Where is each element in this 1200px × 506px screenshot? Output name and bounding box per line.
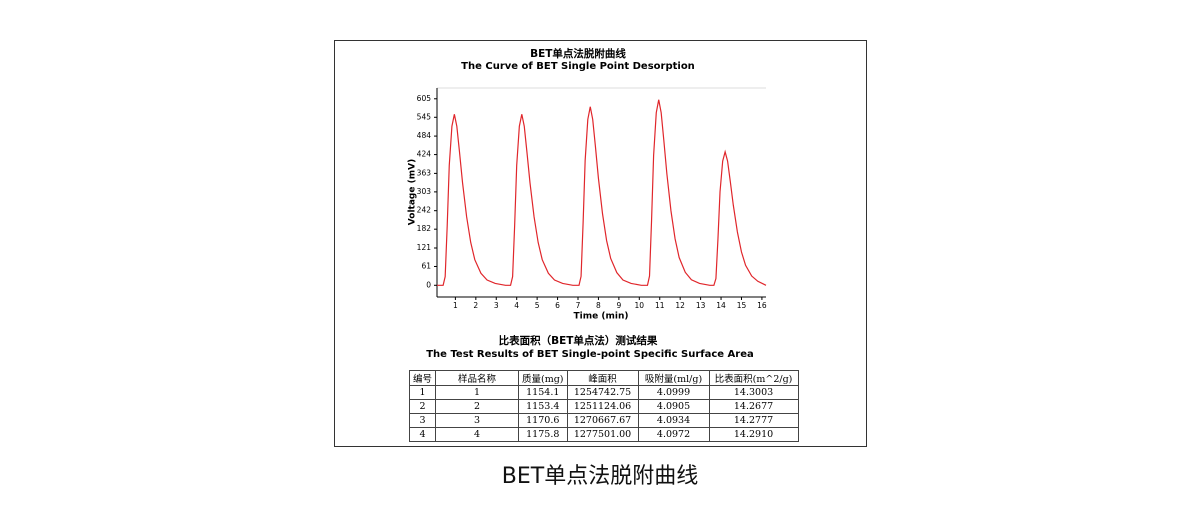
x-tick-label: 9 — [616, 301, 621, 310]
table-row: 1 1 1154.1 1254742.75 4.0999 14.3003 — [408, 385, 799, 400]
table-cell: 4.0905 — [637, 399, 710, 414]
table-cell: 4.0934 — [637, 413, 710, 428]
y-tick-label: 484 — [417, 131, 432, 140]
table-cell: 质量(mg) — [518, 370, 568, 386]
y-tick-label: 182 — [417, 224, 432, 233]
chart: BET单点法脱附曲线 The Curve of BET Single Point… — [408, 47, 767, 360]
table-cell: 14.2777 — [708, 413, 799, 428]
table-cell: 4 — [435, 427, 520, 442]
table-cell: 1254742.75 — [566, 385, 639, 400]
x-tick-label: 5 — [535, 301, 540, 310]
x-tick-label: 8 — [596, 301, 601, 310]
table-cell: 1154.1 — [518, 385, 568, 400]
x-tick-label: 7 — [576, 301, 581, 310]
table-row: 3 3 1170.6 1270667.67 4.0934 14.2777 — [408, 413, 799, 428]
table-cell: 14.2910 — [708, 427, 799, 442]
x-tick-label: 16 — [757, 301, 767, 310]
table-cell: 吸附量(ml/g) — [637, 370, 710, 386]
table-subtitle: The Test Results of BET Single-point Spe… — [426, 349, 754, 360]
y-tick-label: 545 — [417, 112, 432, 121]
x-tick-label: 3 — [494, 301, 499, 310]
table-cell: 3 — [408, 413, 437, 428]
y-tick-label: 303 — [417, 187, 432, 196]
table-cell: 1251124.06 — [566, 399, 639, 414]
table-cell: 1277501.00 — [566, 427, 639, 442]
table-cell: 峰面积 — [566, 370, 639, 386]
table-cell: 比表面积(m^2/g) — [708, 370, 799, 386]
x-tick-label: 11 — [655, 301, 665, 310]
table-cell: 3 — [435, 413, 520, 428]
data-line — [437, 99, 767, 286]
x-tick-label: 2 — [473, 301, 478, 310]
x-tick-label: 6 — [555, 301, 560, 310]
x-axis-label: Time (min) — [574, 312, 629, 322]
figure-frame — [334, 40, 867, 447]
x-tick-label: 1 — [453, 301, 458, 310]
y-tick-label: 61 — [421, 261, 431, 270]
table-cell: 4 — [408, 427, 437, 442]
table-cell: 样品名称 — [435, 370, 520, 386]
table-cell: 1 — [435, 385, 520, 400]
chart-subtitle: The Curve of BET Single Point Desorption — [461, 61, 695, 72]
y-axis-label: Voltage (mV) — [408, 159, 418, 225]
x-tick-label: 10 — [635, 301, 645, 310]
table-title: 比表面积（BET单点法）测试结果 — [499, 334, 658, 347]
x-tick-label: 4 — [514, 301, 519, 310]
table-cell: 14.3003 — [708, 385, 799, 400]
y-tick-label: 242 — [417, 206, 432, 215]
x-tick-label: 12 — [675, 301, 685, 310]
table-cell: 1270667.67 — [566, 413, 639, 428]
table-cell: 编号 — [408, 370, 437, 386]
table-cell: 1170.6 — [518, 413, 568, 428]
table-row: 4 4 1175.8 1277501.00 4.0972 14.2910 — [408, 427, 799, 442]
y-tick-label: 121 — [417, 243, 432, 252]
table-cell: 4.0999 — [637, 385, 710, 400]
x-tick-label: 14 — [716, 301, 726, 310]
results-table: 编号 样品名称 质量(mg) 峰面积 吸附量(ml/g) 比表面积(m^2/g) 1 1 115… — [408, 370, 799, 442]
table-cell: 1 — [408, 385, 437, 400]
y-tick-label: 424 — [417, 150, 432, 159]
table-cell: 4.0972 — [637, 427, 710, 442]
y-tick-label: 605 — [417, 94, 432, 103]
table-cell: 2 — [435, 399, 520, 414]
x-tick-label: 15 — [737, 301, 747, 310]
chart-title: BET单点法脱附曲线 — [530, 47, 626, 60]
table-cell: 14.2677 — [708, 399, 799, 414]
table-row: 编号 样品名称 质量(mg) 峰面积 吸附量(ml/g) 比表面积(m^2/g) — [408, 370, 799, 386]
y-tick-label: 363 — [417, 168, 432, 177]
x-tick-label: 13 — [696, 301, 706, 310]
table-row: 2 2 1153.4 1251124.06 4.0905 14.2677 — [408, 399, 799, 414]
y-tick-label: 0 — [426, 280, 431, 289]
table-cell: 1153.4 — [518, 399, 568, 414]
table-cell: 1175.8 — [518, 427, 568, 442]
caption: BET单点法脱附曲线 — [501, 464, 699, 489]
table-cell: 2 — [408, 399, 437, 414]
